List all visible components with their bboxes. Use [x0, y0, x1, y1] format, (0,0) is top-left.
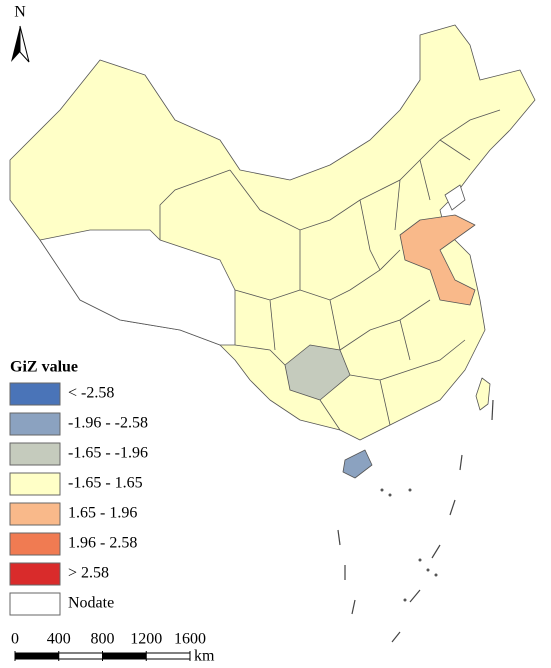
dash — [431, 544, 441, 559]
scale-segment — [58, 652, 103, 660]
scale-label: 400 — [47, 631, 71, 648]
legend-swatch — [9, 592, 61, 616]
dash — [491, 399, 494, 421]
region — [39, 229, 236, 346]
dash — [337, 529, 341, 546]
scale-segment — [14, 652, 60, 660]
legend-label: 1.65 - 1.96 — [68, 505, 137, 522]
sea — [444, 184, 466, 211]
island — [403, 598, 407, 602]
legend-label: < -2.58 — [68, 385, 114, 402]
legend-label: 1.96 - 2.58 — [68, 535, 137, 552]
island — [418, 558, 422, 562]
legend-swatch — [9, 472, 61, 496]
island — [426, 568, 430, 572]
scale-label: 1600 — [174, 631, 206, 648]
legend-label: -1.96 - -2.58 — [68, 415, 148, 432]
legend-swatch — [9, 412, 61, 436]
legend: < -2.58 -1.96 - -2.58 -1.65 - -1.96 -1.65 -… — [9, 382, 148, 616]
region — [342, 449, 373, 479]
island — [408, 488, 412, 492]
dash — [449, 499, 456, 516]
legend-swatch — [9, 562, 61, 586]
legend-title: GiZ value — [10, 359, 78, 376]
province-border — [159, 109, 501, 431]
dash — [459, 454, 463, 471]
island — [380, 488, 384, 492]
legend-swatch — [9, 442, 61, 466]
north-arrow — [19, 25, 30, 63]
dash — [391, 631, 401, 643]
region — [399, 214, 476, 306]
north-label: N — [14, 4, 26, 21]
scale-label: 800 — [91, 631, 115, 648]
legend-swatch — [9, 532, 61, 556]
dash — [351, 599, 356, 615]
region — [475, 377, 491, 411]
legend-swatch — [9, 502, 61, 526]
north-arrow — [11, 26, 20, 62]
island — [388, 493, 392, 497]
dash — [409, 589, 421, 603]
scale-label: 0 — [11, 631, 19, 648]
scale-segment — [145, 652, 191, 660]
island — [434, 573, 438, 577]
legend-label: -1.65 - -1.96 — [68, 445, 148, 462]
scale-segment — [102, 652, 147, 660]
scale-label: 1200 — [130, 631, 162, 648]
scale-unit: km — [194, 648, 215, 665]
legend-label: Nodate — [68, 595, 114, 612]
legend-label: -1.65 - 1.65 — [68, 475, 143, 492]
south-sea-dashes — [337, 399, 494, 643]
legend-swatch — [9, 382, 61, 406]
legend-label: > 2.58 — [68, 565, 109, 582]
